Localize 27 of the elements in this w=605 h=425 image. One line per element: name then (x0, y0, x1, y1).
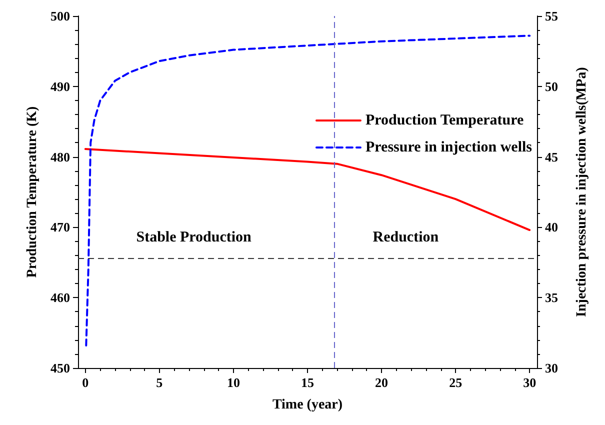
annotation: Stable Production (136, 230, 252, 246)
y-tick-label: 460 (50, 290, 70, 306)
y2-tick-label: 50 (545, 78, 558, 94)
y-axis-title: Production Temperature (K) (25, 106, 40, 278)
y2-tick-label: 35 (545, 290, 558, 306)
x-tick-label: 10 (226, 375, 240, 390)
y-tick-label: 470 (50, 220, 70, 235)
y-tick-label: 490 (50, 78, 70, 94)
x-axis-title: Time (year) (272, 398, 343, 412)
x-tick-label: 5 (156, 375, 164, 390)
x-tick-label: 20 (375, 375, 388, 390)
legend-label: Production Temperature (365, 112, 524, 128)
x-tick-label: 30 (523, 375, 536, 390)
x-tick-label: 25 (449, 375, 463, 390)
y2-tick-label: 30 (545, 360, 558, 376)
y2-tick-label: 45 (545, 149, 558, 164)
y-tick-label: 480 (50, 149, 70, 164)
annotation: Reduction (372, 230, 440, 246)
y-tick-label: 450 (50, 360, 70, 376)
y-tick-label: 500 (50, 8, 70, 24)
x-tick-label: 0 (82, 375, 89, 390)
y2-tick-label: 55 (545, 8, 558, 24)
legend-label: Pressure in injection wells (365, 140, 532, 156)
x-tick-label: 15 (301, 375, 314, 390)
y2-tick-label: 40 (545, 220, 558, 235)
y2-axis-title: Injection pressure in injection wells(MPa) (574, 66, 590, 317)
line-series (85, 34, 531, 346)
